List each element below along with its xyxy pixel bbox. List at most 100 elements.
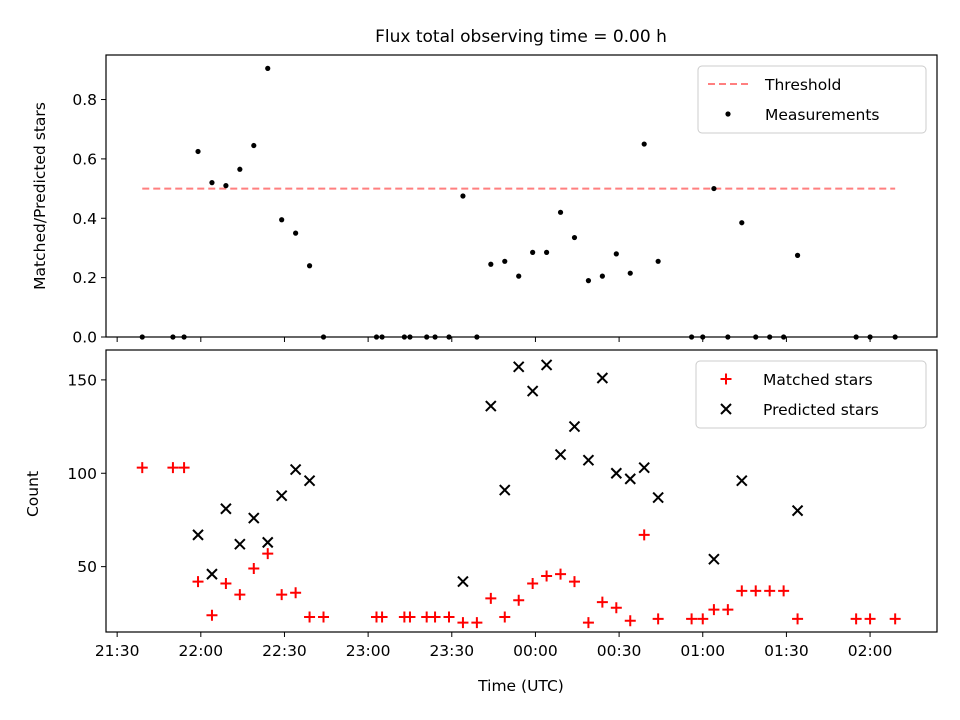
legend-predicted-label: Predicted stars <box>763 401 879 419</box>
measurements-legend-swatch <box>725 111 731 117</box>
matched-star-point <box>471 617 483 629</box>
y-tick-label: 0.6 <box>72 150 97 168</box>
measurement-point <box>543 249 550 255</box>
y-tick-label: 50 <box>77 558 97 576</box>
measurement-point <box>585 278 592 284</box>
measurement-point <box>373 334 380 340</box>
predicted-star-point <box>736 475 748 487</box>
measurement-point <box>725 334 731 340</box>
matched-star-point <box>485 592 497 604</box>
measurement-point <box>641 141 647 147</box>
measurement-point <box>209 180 215 186</box>
top-panel-ticks: 0.0 0.2 0.4 0.6 0.8 <box>72 91 871 347</box>
matched-star-point <box>708 604 720 616</box>
top-panel-marks <box>139 65 898 340</box>
x-tick-label: 00:00 <box>513 642 558 660</box>
y-tick-label: 150 <box>67 371 97 389</box>
x-tick-label: 01:00 <box>680 642 725 660</box>
measurement-point <box>627 270 633 276</box>
matched-star-point <box>220 577 232 589</box>
predicted-star-point <box>526 385 539 397</box>
bottom-panel-ticks: 50 100 150 21:30 22:00 22:30 23:00 23:30 00:00 00… <box>67 371 892 660</box>
measurement-point <box>557 209 564 215</box>
matched-star-point <box>527 577 539 589</box>
matched-star-point <box>864 613 876 625</box>
matched-star-point <box>178 462 190 474</box>
x-tick-label: 02:00 <box>848 642 893 660</box>
x-tick-label: 22:00 <box>178 642 223 660</box>
top-legend: Threshold Measurements <box>697 65 927 134</box>
measurement-point <box>711 185 717 192</box>
predicted-star-point <box>554 448 567 461</box>
measurement-point <box>767 334 773 340</box>
measurement-point <box>320 334 327 340</box>
predicted-star-point <box>234 538 246 550</box>
measurement-point <box>516 273 522 279</box>
matched-star-point <box>697 613 709 625</box>
measurement-point <box>530 249 536 255</box>
measurement-point <box>195 148 201 155</box>
x-tick-label: 22:30 <box>262 642 307 660</box>
matched-star-point <box>686 613 698 625</box>
y-tick-label: 0.8 <box>72 91 97 109</box>
measurement-point <box>424 334 430 340</box>
matched-star-point <box>234 589 246 601</box>
measurement-point <box>265 65 271 71</box>
predicted-star-point <box>206 568 218 580</box>
matched-star-point <box>582 617 594 629</box>
measurement-point <box>488 261 494 267</box>
predicted-star-point <box>513 361 525 373</box>
top-legend-box <box>697 65 927 134</box>
measurement-point <box>853 334 859 340</box>
matched-star-point <box>638 529 650 541</box>
x-axis-label: Time (UTC) <box>477 677 564 695</box>
predicted-star-point <box>568 420 581 433</box>
matched-star-point <box>555 568 567 580</box>
measurement-point <box>279 217 285 223</box>
matched-star-point <box>290 587 302 599</box>
measurement-point <box>379 334 385 340</box>
bottom-panel-ylabel: Count <box>24 471 42 517</box>
x-tick-label: 00:30 <box>597 642 642 660</box>
top-panel-ylabel: Matched/Predicted stars <box>31 102 49 290</box>
predicted-star-point <box>540 359 553 371</box>
measurement-point <box>502 258 508 264</box>
matched-star-point <box>750 585 762 597</box>
measurement-point <box>237 166 243 172</box>
measurement-point <box>794 252 801 258</box>
measurement-point <box>401 334 407 340</box>
measurement-point <box>613 251 619 257</box>
predicted-star-point <box>638 461 650 474</box>
measurement-point <box>306 263 313 269</box>
matched-star-point <box>624 615 636 627</box>
measurement-point <box>700 334 706 340</box>
predicted-star-point <box>485 400 497 412</box>
bottom-legend: Matched stars Predicted stars <box>695 360 927 429</box>
measurement-point <box>867 334 873 340</box>
matched-star-point <box>610 602 622 614</box>
legend-threshold-label: Threshold <box>764 76 841 94</box>
matched-star-point <box>792 613 804 625</box>
matched-star-point <box>248 563 260 575</box>
matched-star-point <box>262 548 274 560</box>
x-tick-label: 21:30 <box>95 642 140 660</box>
measurement-point <box>170 334 176 340</box>
predicted-star-point <box>192 529 204 541</box>
measurement-point <box>599 273 605 279</box>
y-tick-label: 0.2 <box>72 269 97 287</box>
matched-star-point <box>206 609 218 621</box>
measurement-point <box>251 142 257 149</box>
predicted-star-point <box>289 463 302 476</box>
chart-title: Flux total observing time = 0.00 h <box>375 27 667 47</box>
measurement-point <box>753 334 759 340</box>
predicted-star-point <box>652 491 664 504</box>
matched-star-point <box>429 611 441 623</box>
measurement-point <box>892 334 898 340</box>
x-tick-label: 23:00 <box>346 642 391 660</box>
predicted-star-point <box>708 553 720 565</box>
predicted-star-point <box>582 454 595 466</box>
measurement-point <box>781 334 787 340</box>
bottom-panel: 50 100 150 21:30 22:00 22:30 23:00 23:30 00:00 00… <box>24 349 938 660</box>
x-tick-label: 01:30 <box>764 642 809 660</box>
measurement-point <box>293 230 299 236</box>
